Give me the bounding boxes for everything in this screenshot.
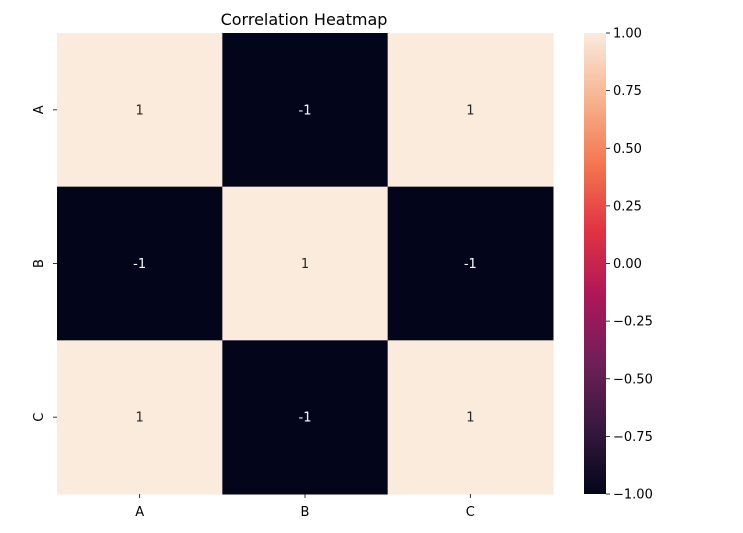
colorbar-tick-label-7: −0.75 bbox=[613, 430, 653, 445]
y-tick-label-B: B bbox=[32, 259, 47, 268]
cell-annotation-B-B: 1 bbox=[301, 257, 309, 272]
colorbar-tick-label-4: 0.00 bbox=[613, 257, 642, 272]
x-axis: A B C bbox=[135, 494, 475, 520]
y-tick-label-C: C bbox=[32, 413, 47, 422]
colorbar-tick-label-6: −0.50 bbox=[613, 372, 653, 387]
colorbar-tick-label-8: −1.00 bbox=[613, 488, 653, 503]
y-axis: A B C bbox=[32, 105, 57, 422]
heatmap-cell-C-A bbox=[57, 340, 223, 495]
colorbar-tick-label-1: 0.75 bbox=[613, 84, 642, 99]
heatmap-cell-B-C bbox=[387, 186, 554, 341]
cell-annotations: 1 -1 1 -1 1 -1 1 -1 1 bbox=[133, 103, 477, 425]
colorbar-tick-label-2: 0.50 bbox=[613, 142, 642, 157]
colorbar-tick-label-3: 0.25 bbox=[613, 199, 642, 214]
heatmap-cell-B-A bbox=[57, 186, 223, 341]
x-tick-label-A: A bbox=[135, 505, 144, 520]
colorbar-gradient bbox=[584, 33, 606, 494]
heatmap-cell-A-B bbox=[222, 33, 389, 188]
cell-annotation-A-C: 1 bbox=[466, 103, 474, 118]
heatmap-cell-C-C bbox=[387, 340, 554, 495]
cell-annotation-C-A: 1 bbox=[136, 411, 144, 426]
cell-annotation-B-C: -1 bbox=[464, 257, 477, 272]
heatmap-cells bbox=[57, 33, 554, 495]
cell-annotation-A-B: -1 bbox=[299, 103, 312, 118]
cell-annotation-C-B: -1 bbox=[299, 411, 312, 426]
chart-title: Correlation Heatmap bbox=[221, 10, 388, 29]
cell-annotation-A-A: 1 bbox=[136, 103, 144, 118]
cell-annotation-B-A: -1 bbox=[133, 257, 146, 272]
heatmap-cell-C-B bbox=[222, 340, 389, 495]
y-tick-label-A: A bbox=[32, 105, 47, 114]
x-tick-label-C: C bbox=[466, 505, 475, 520]
x-tick-label-B: B bbox=[301, 505, 310, 520]
cell-annotation-C-C: 1 bbox=[466, 411, 474, 426]
heatmap-cell-A-C bbox=[387, 33, 554, 188]
colorbar-tick-label-5: −0.25 bbox=[613, 315, 653, 330]
colorbar: 1.00 0.75 0.50 0.25 0.00 −0.25 −0.50 −0.75 −1.00 bbox=[584, 27, 653, 503]
colorbar-tick-label-0: 1.00 bbox=[613, 27, 642, 42]
heatmap-cell-B-B bbox=[222, 186, 389, 341]
heatmap-cell-A-A bbox=[57, 33, 223, 188]
